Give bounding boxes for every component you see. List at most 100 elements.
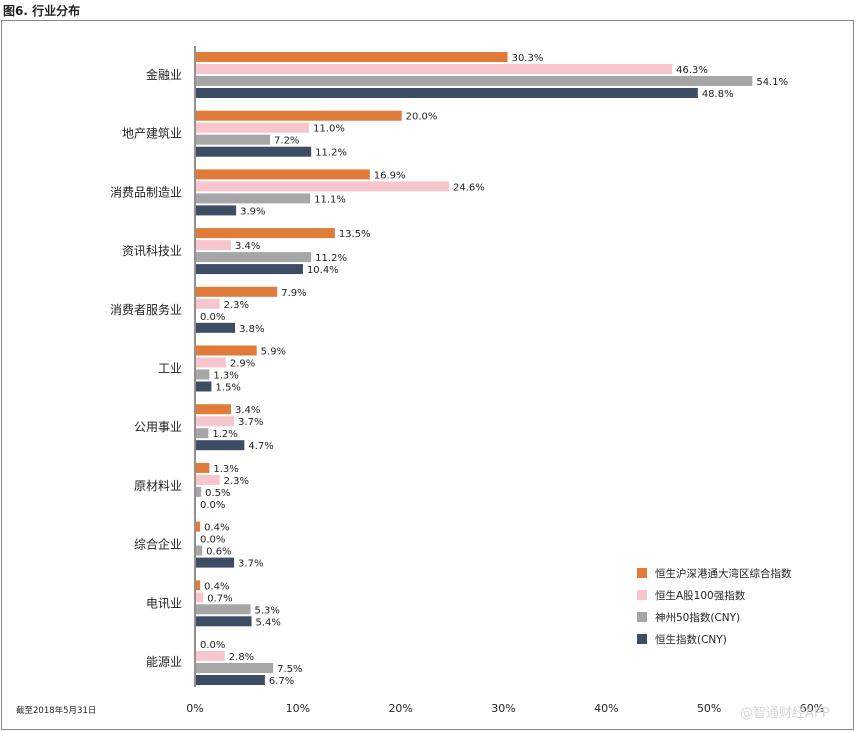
bar-value-label: 3.7% <box>238 417 263 428</box>
bar-value-label: 2.3% <box>224 476 249 487</box>
bar-value-label: 48.8% <box>702 89 734 100</box>
bar <box>196 428 209 439</box>
bar <box>196 521 201 532</box>
bar-value-label: 0.0% <box>200 500 225 511</box>
bar-value-label: 0.7% <box>207 593 232 604</box>
bar-value-label: 3.7% <box>238 559 263 570</box>
category-label: 资讯科技业 <box>122 244 182 258</box>
bar-value-label: 11.2% <box>315 148 347 159</box>
bar <box>196 134 271 145</box>
x-tick-label: 60% <box>800 702 824 715</box>
bar <box>196 240 231 251</box>
x-tick-label: 40% <box>594 702 618 715</box>
bar <box>196 557 235 568</box>
legend-swatch <box>637 612 647 622</box>
legend-item[interactable]: 恒生A股100强指数 <box>637 584 792 606</box>
bar <box>196 462 210 473</box>
bar <box>196 298 220 309</box>
bar-value-label: 3.4% <box>235 241 260 252</box>
bar <box>196 381 212 392</box>
bar <box>196 651 225 661</box>
legend-label: 神州50指数(CNY) <box>655 611 741 624</box>
bar-value-label: 0.0% <box>200 535 225 546</box>
category-label: 消费品制造业 <box>110 185 182 199</box>
bar-value-label: 10.4% <box>307 265 339 276</box>
x-tick-label: 0% <box>186 702 203 715</box>
bar <box>196 122 310 133</box>
bar-value-label: 0.0% <box>200 312 225 323</box>
bar-value-label: 7.5% <box>277 664 302 675</box>
bar-value-label: 54.1% <box>756 77 788 88</box>
bar <box>196 228 335 239</box>
category-label: 电讯业 <box>146 596 182 610</box>
bar <box>196 580 201 591</box>
bar-value-label: 5.3% <box>255 605 280 616</box>
bar <box>196 616 252 627</box>
bar-value-label: 2.9% <box>230 359 255 370</box>
legend: 恒生沪深港通大湾区综合指数 恒生A股100强指数 神州50指数(CNY) 恒生指… <box>637 562 792 650</box>
x-tick-label: 10% <box>286 702 310 715</box>
chart-frame <box>1 20 854 730</box>
legend-swatch <box>637 590 647 600</box>
bar-value-label: 30.3% <box>512 53 544 64</box>
bar <box>196 592 204 603</box>
bar-value-label: 11.1% <box>314 194 346 205</box>
legend-item[interactable]: 恒生指数(CNY) <box>637 628 792 650</box>
bar-value-label: 0.4% <box>204 523 229 534</box>
bar-value-label: 3.8% <box>239 324 264 335</box>
footnote: 截至2018年5月31日 <box>16 706 97 716</box>
bar-value-label: 6.7% <box>269 676 294 687</box>
category-label: 工业 <box>158 362 182 376</box>
bar <box>196 345 257 356</box>
bar <box>196 52 508 62</box>
legend-swatch <box>637 568 647 578</box>
bar <box>196 146 312 157</box>
legend-item[interactable]: 神州50指数(CNY) <box>637 606 792 628</box>
bar-value-label: 5.9% <box>261 347 286 358</box>
bar <box>196 416 235 427</box>
bar <box>196 675 265 685</box>
x-tick-label: 20% <box>388 702 412 715</box>
bar-value-label: 1.3% <box>213 371 238 382</box>
legend-item[interactable]: 恒生沪深港通大湾区综合指数 <box>637 562 792 584</box>
bar-value-label: 1.5% <box>215 383 240 394</box>
bar-value-label: 0.4% <box>204 581 229 592</box>
bar <box>196 205 237 216</box>
bar-value-label: 7.2% <box>274 136 299 147</box>
watermark: @智通财经APP <box>740 706 830 721</box>
bar-value-label: 46.3% <box>676 65 708 76</box>
legend-label: 恒生A股100强指数 <box>655 589 746 602</box>
bar <box>196 193 311 204</box>
bar <box>196 322 236 333</box>
bar-value-label: 13.5% <box>339 229 371 240</box>
bar-value-label: 5.4% <box>256 617 281 628</box>
category-label: 公用事业 <box>134 420 182 434</box>
category-label: 地产建筑业 <box>122 126 182 141</box>
bar-value-label: 11.0% <box>313 124 345 135</box>
x-tick-label: 50% <box>697 702 721 715</box>
bar-value-label: 7.9% <box>281 288 306 299</box>
bar-value-label: 3.9% <box>240 206 265 217</box>
bar-value-label: 0.0% <box>200 640 225 651</box>
bar <box>196 286 278 297</box>
bar-value-label: 11.2% <box>315 253 347 264</box>
bar-value-label: 1.3% <box>213 464 238 475</box>
bar <box>196 88 698 98</box>
bar-value-label: 24.6% <box>453 182 485 193</box>
bar <box>196 110 402 121</box>
legend-label: 恒生沪深港通大湾区综合指数 <box>655 567 792 580</box>
bar-value-label: 1.2% <box>212 429 237 440</box>
bar <box>196 264 303 275</box>
bar-value-label: 4.7% <box>248 441 273 452</box>
category-label: 原材料业 <box>134 479 182 493</box>
bar <box>196 369 210 380</box>
figure-title: 图6. 行业分布 <box>3 4 81 18</box>
bar <box>196 64 673 74</box>
legend-label: 恒生指数(CNY) <box>655 633 727 646</box>
category-label: 能源业 <box>146 655 182 669</box>
bar-value-label: 2.3% <box>224 300 249 311</box>
bar-value-label: 20.0% <box>406 112 438 123</box>
bar-value-label: 0.6% <box>206 547 231 558</box>
bar <box>196 486 202 497</box>
